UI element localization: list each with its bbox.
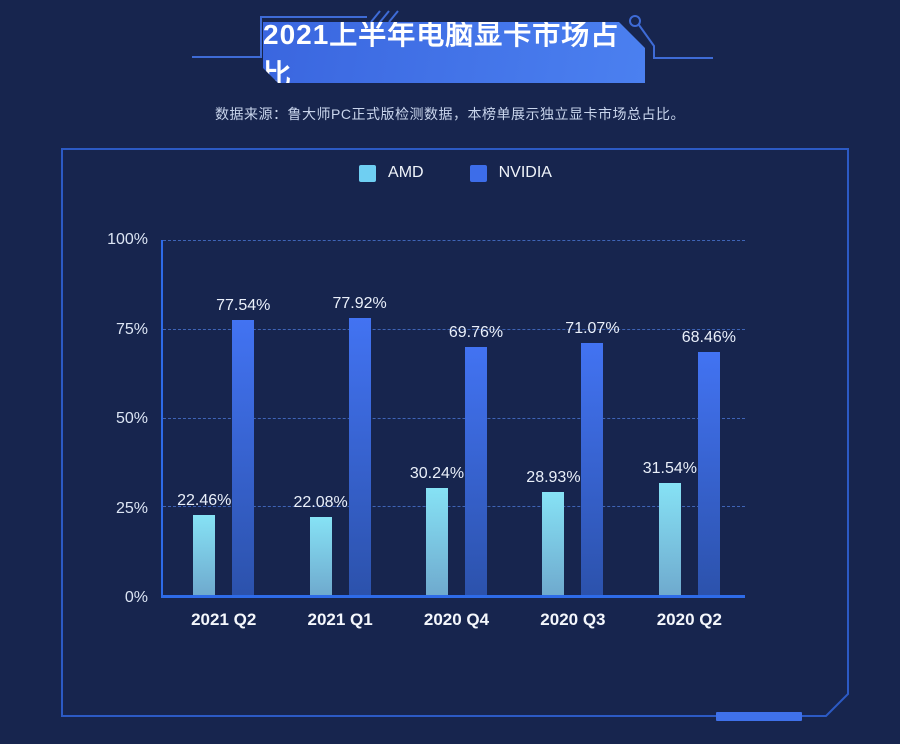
- y-axis-labels: 100% 75% 50% 25% 0%: [80, 231, 148, 606]
- legend-label-nvidia: NVIDIA: [498, 164, 552, 181]
- gridline-75: [163, 328, 745, 330]
- gridline-100: [163, 240, 745, 241]
- bar-group-2021-q2: 22.46% 77.54% 2021 Q2: [168, 240, 279, 629]
- chart-legend: AMD NVIDIA: [62, 164, 849, 182]
- bar-value-label: 69.76%: [448, 324, 504, 342]
- bar-chart-plot: 22.46% 77.54% 2021 Q2 22.08% 77.92% 2021 Q1 30…: [161, 240, 745, 629]
- circuit-line-right: [638, 24, 713, 59]
- nvidia-swatch-icon: [469, 164, 487, 182]
- x-axis-label-2020-q3: 2020 Q3: [540, 610, 606, 629]
- y-tick-25: 25%: [115, 499, 148, 517]
- bar-value-label: 22.46%: [177, 492, 232, 510]
- bar-nvidia-2021-q2: 77.54%: [216, 297, 270, 595]
- bar-value-label: 68.46%: [681, 328, 736, 346]
- bar-nvidia-2020-q4: 69.76%: [449, 324, 503, 595]
- data-source-note: 数据来源：鲁大师PC正式版检测数据，本榜单展示独立显卡市场总占比。: [215, 106, 685, 122]
- y-tick-75: 75%: [115, 320, 148, 338]
- x-axis-label-2020-q2: 2020 Q2: [656, 610, 722, 629]
- bar-value-label: 71.07%: [565, 319, 620, 337]
- y-tick-50: 50%: [115, 410, 148, 427]
- circuit-node-icon: [629, 15, 641, 27]
- legend-item-amd: AMD: [359, 164, 424, 182]
- bar-value-label: 31.54%: [642, 460, 697, 478]
- x-axis-label-2020-q4: 2020 Q4: [423, 610, 490, 629]
- x-axis-label-2021-q1: 2021 Q1: [307, 610, 373, 629]
- bar-nvidia-2020-q3: 71.07%: [565, 320, 620, 595]
- bar-amd-2020-q4: 30.24%: [410, 465, 464, 595]
- bar-amd-2021-q1: 22.08%: [293, 494, 348, 595]
- bar-groups: 22.46% 77.54% 2021 Q2 22.08% 77.92% 2021 Q1 30…: [163, 240, 745, 629]
- accent-bar: [716, 712, 802, 721]
- bar-amd-2021-q2: 22.46%: [177, 492, 231, 595]
- bar-nvidia-2020-q2: 68.46%: [682, 329, 736, 595]
- amd-swatch-icon: [359, 164, 377, 182]
- legend-item-nvidia: NVIDIA: [469, 164, 552, 182]
- gridlines: [163, 240, 745, 595]
- bar-amd-2020-q2: 31.54%: [643, 460, 697, 595]
- bar-group-2020-q3: 28.93% 71.07% 2020 Q3: [517, 240, 628, 629]
- bar-group-2020-q2: 31.54% 68.46% 2020 Q2: [634, 240, 745, 629]
- page-title: 2021上半年电脑显卡市场占比: [263, 18, 620, 90]
- y-tick-100: 100%: [107, 231, 148, 248]
- bar-value-label: 30.24%: [409, 464, 465, 482]
- bar-group-2020-q4: 30.24% 69.76% 2020 Q4: [401, 240, 512, 629]
- legend-label-amd: AMD: [388, 164, 424, 181]
- x-axis-label-2021-q2: 2021 Q2: [191, 610, 257, 629]
- bar-nvidia-2021-q1: 77.92%: [332, 295, 387, 595]
- title-banner: 2021上半年电脑显卡市场占比: [263, 22, 645, 83]
- y-tick-0: 0%: [124, 589, 148, 606]
- bar-group-2021-q1: 22.08% 77.92% 2021 Q1: [284, 240, 395, 629]
- gridline-25: [163, 506, 745, 508]
- bar-value-label: 22.08%: [293, 493, 348, 511]
- bar-value-label: 28.93%: [526, 469, 581, 487]
- gridline-50: [163, 417, 745, 419]
- bar-amd-2020-q3: 28.93%: [526, 469, 581, 595]
- bar-value-label: 77.54%: [216, 296, 271, 314]
- slash-marks-icon: [370, 10, 399, 23]
- bar-value-label: 77.92%: [332, 295, 387, 313]
